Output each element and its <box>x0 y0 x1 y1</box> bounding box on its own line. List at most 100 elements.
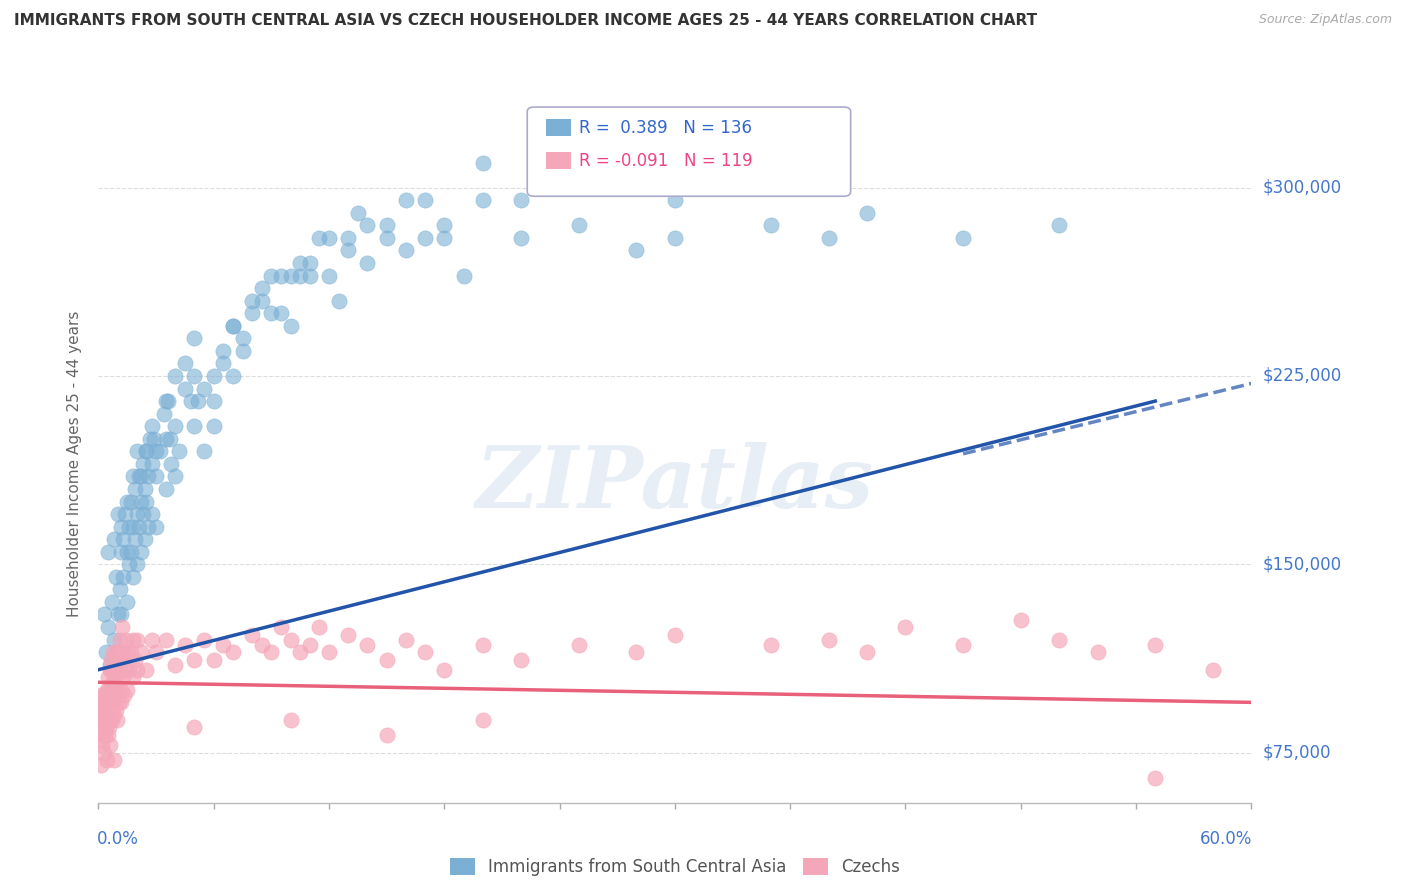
Point <box>100 653 122 667</box>
Point <box>193 632 215 647</box>
Point <box>145 519 167 533</box>
Point <box>626 645 648 659</box>
Point <box>91 695 114 709</box>
Point <box>167 444 190 458</box>
Point <box>117 545 138 559</box>
Point <box>101 595 124 609</box>
Text: $300,000: $300,000 <box>1263 178 1341 196</box>
Point <box>105 713 128 727</box>
Point <box>125 558 148 572</box>
Point <box>94 721 117 735</box>
Point <box>328 293 350 308</box>
Point <box>395 244 418 258</box>
Point <box>568 638 591 652</box>
Point <box>101 645 124 659</box>
Point <box>122 469 145 483</box>
Point <box>222 368 245 383</box>
Point <box>759 219 782 233</box>
Point <box>135 444 157 458</box>
Point <box>100 695 122 709</box>
Point <box>337 627 360 641</box>
Point <box>112 688 135 702</box>
Point <box>128 519 150 533</box>
Point <box>98 703 121 717</box>
Point <box>375 728 398 742</box>
Point <box>141 457 163 471</box>
Point <box>134 482 156 496</box>
Point <box>212 356 235 370</box>
Point <box>112 570 135 584</box>
Point <box>155 632 177 647</box>
Point <box>139 432 162 446</box>
Point <box>135 444 157 458</box>
Point <box>202 368 225 383</box>
Point <box>568 219 591 233</box>
Point <box>117 595 138 609</box>
Point <box>94 688 117 702</box>
Point <box>471 193 494 207</box>
Point <box>817 231 839 245</box>
Point <box>183 368 205 383</box>
Point <box>96 703 118 717</box>
Point <box>308 231 330 245</box>
Point <box>817 632 839 647</box>
Point <box>1144 771 1167 785</box>
Point <box>471 638 494 652</box>
Point <box>124 653 146 667</box>
Point <box>664 231 686 245</box>
Point <box>155 394 177 409</box>
Point <box>155 432 177 446</box>
Point <box>125 444 148 458</box>
Point <box>1010 613 1032 627</box>
Point <box>114 507 136 521</box>
Point <box>395 632 418 647</box>
Point <box>145 645 167 659</box>
Point <box>433 663 456 677</box>
Point <box>103 653 125 667</box>
Point <box>1047 632 1070 647</box>
Point <box>117 682 138 697</box>
Point <box>112 532 135 546</box>
Point <box>1047 219 1070 233</box>
Point <box>94 695 117 709</box>
Point <box>98 657 121 672</box>
Point <box>471 713 494 727</box>
Point <box>110 682 132 697</box>
Point <box>568 168 591 182</box>
Point <box>96 753 118 767</box>
Point <box>231 343 254 358</box>
Point <box>94 645 117 659</box>
Point <box>337 231 360 245</box>
Point <box>117 494 138 508</box>
Point <box>280 268 302 283</box>
Point <box>107 682 129 697</box>
Point <box>93 688 115 702</box>
Point <box>222 318 245 333</box>
Point <box>318 231 340 245</box>
Point <box>856 206 879 220</box>
Point <box>260 268 283 283</box>
Point <box>98 721 121 735</box>
Point <box>174 356 197 370</box>
Text: 0.0%: 0.0% <box>97 830 139 848</box>
Point <box>105 653 128 667</box>
Point <box>93 695 115 709</box>
Point <box>337 244 360 258</box>
Point <box>101 713 124 727</box>
Point <box>183 653 205 667</box>
Point <box>165 419 187 434</box>
Point <box>97 545 120 559</box>
Point <box>510 231 533 245</box>
Point <box>759 638 782 652</box>
Text: 60.0%: 60.0% <box>1201 830 1253 848</box>
Point <box>155 482 177 496</box>
Point <box>90 758 112 772</box>
Point <box>413 193 436 207</box>
Point <box>141 632 163 647</box>
Text: IMMIGRANTS FROM SOUTH CENTRAL ASIA VS CZECH HOUSEHOLDER INCOME AGES 25 - 44 YEAR: IMMIGRANTS FROM SOUTH CENTRAL ASIA VS CZ… <box>14 13 1038 29</box>
Point <box>183 331 205 345</box>
Point <box>97 713 120 727</box>
Point <box>212 638 235 652</box>
Point <box>413 645 436 659</box>
Point <box>90 707 112 722</box>
